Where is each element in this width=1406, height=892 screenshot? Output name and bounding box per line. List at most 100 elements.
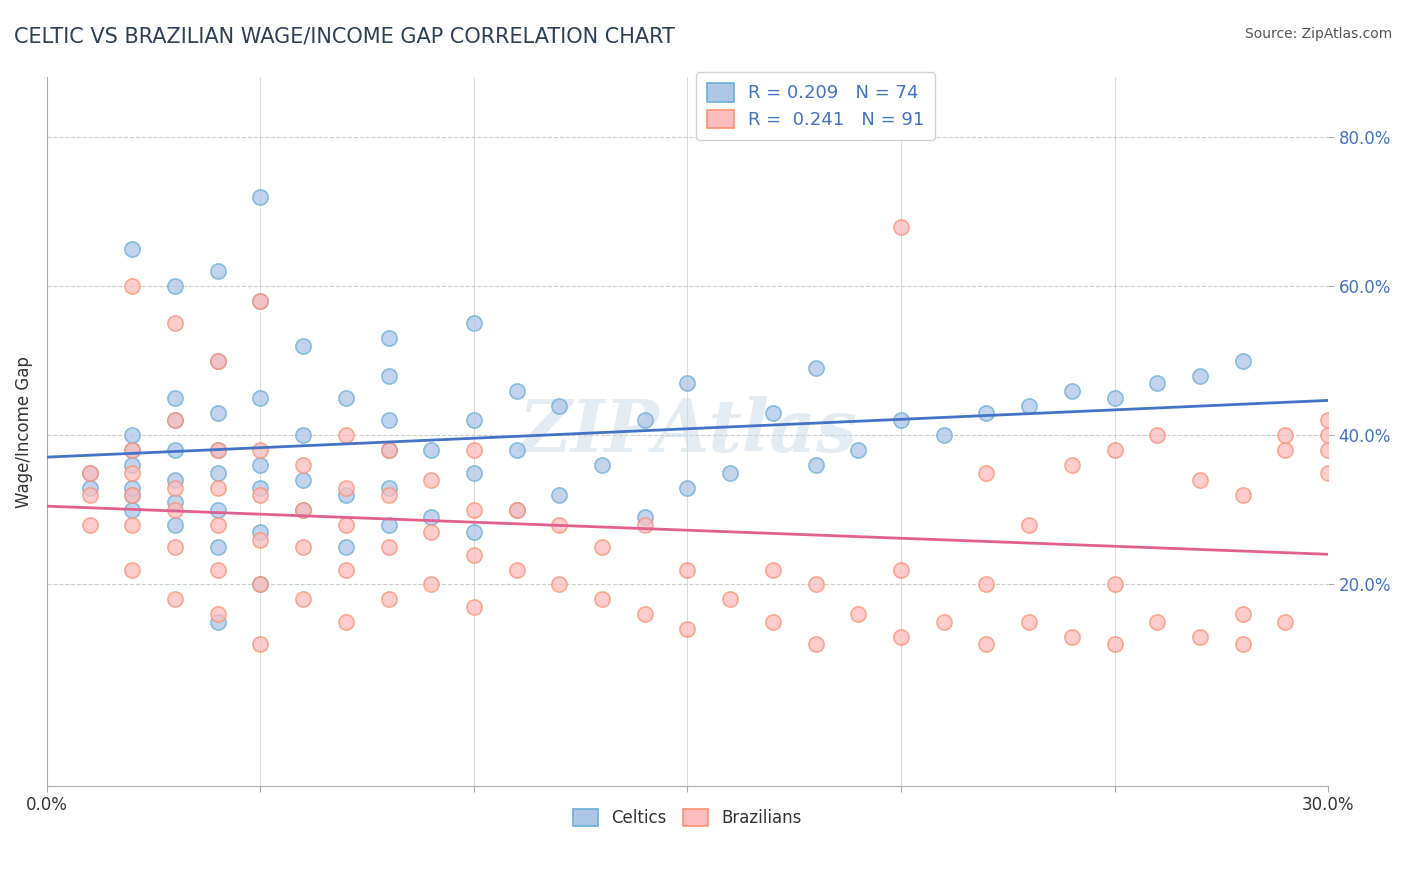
Point — [207, 264, 229, 278]
Point — [548, 488, 571, 502]
Point — [249, 443, 271, 458]
Point — [377, 443, 399, 458]
Point — [634, 510, 657, 524]
Text: ZIPAtlas: ZIPAtlas — [519, 396, 856, 467]
Text: Source: ZipAtlas.com: Source: ZipAtlas.com — [1244, 27, 1392, 41]
Point — [79, 466, 101, 480]
Point — [463, 599, 485, 614]
Point — [976, 466, 998, 480]
Point — [676, 376, 699, 391]
Point — [1146, 376, 1168, 391]
Point — [1104, 391, 1126, 405]
Point — [207, 503, 229, 517]
Point — [377, 331, 399, 345]
Point — [335, 488, 357, 502]
Point — [1104, 577, 1126, 591]
Point — [762, 615, 785, 629]
Point — [207, 607, 229, 622]
Point — [548, 399, 571, 413]
Point — [207, 563, 229, 577]
Y-axis label: Wage/Income Gap: Wage/Income Gap — [15, 356, 32, 508]
Point — [804, 361, 827, 376]
Point — [377, 517, 399, 532]
Point — [591, 540, 613, 554]
Point — [1317, 413, 1340, 427]
Point — [335, 481, 357, 495]
Point — [121, 488, 143, 502]
Point — [1274, 615, 1296, 629]
Point — [634, 413, 657, 427]
Point — [634, 607, 657, 622]
Point — [207, 406, 229, 420]
Point — [1104, 637, 1126, 651]
Legend: Celtics, Brazilians: Celtics, Brazilians — [567, 803, 808, 834]
Point — [249, 488, 271, 502]
Point — [505, 443, 527, 458]
Point — [121, 563, 143, 577]
Point — [121, 443, 143, 458]
Point — [207, 443, 229, 458]
Point — [890, 219, 912, 234]
Point — [249, 391, 271, 405]
Point — [249, 637, 271, 651]
Point — [292, 592, 315, 607]
Point — [79, 481, 101, 495]
Point — [249, 577, 271, 591]
Point — [377, 368, 399, 383]
Point — [676, 563, 699, 577]
Point — [207, 540, 229, 554]
Point — [377, 540, 399, 554]
Point — [335, 563, 357, 577]
Point — [163, 473, 186, 487]
Point — [1188, 630, 1211, 644]
Point — [163, 279, 186, 293]
Point — [932, 615, 955, 629]
Point — [846, 607, 869, 622]
Point — [463, 466, 485, 480]
Point — [335, 391, 357, 405]
Point — [249, 525, 271, 540]
Point — [249, 533, 271, 547]
Point — [463, 413, 485, 427]
Point — [249, 190, 271, 204]
Point — [377, 592, 399, 607]
Point — [292, 503, 315, 517]
Point — [377, 443, 399, 458]
Point — [292, 339, 315, 353]
Point — [591, 458, 613, 472]
Point — [207, 353, 229, 368]
Point — [292, 503, 315, 517]
Point — [1146, 428, 1168, 442]
Point — [1232, 488, 1254, 502]
Point — [932, 428, 955, 442]
Point — [207, 517, 229, 532]
Point — [505, 503, 527, 517]
Point — [762, 406, 785, 420]
Point — [163, 317, 186, 331]
Point — [249, 577, 271, 591]
Point — [890, 563, 912, 577]
Point — [676, 481, 699, 495]
Point — [976, 406, 998, 420]
Point — [207, 443, 229, 458]
Point — [292, 473, 315, 487]
Point — [1018, 615, 1040, 629]
Point — [420, 525, 443, 540]
Point — [377, 413, 399, 427]
Point — [121, 279, 143, 293]
Point — [420, 577, 443, 591]
Point — [163, 517, 186, 532]
Point — [249, 294, 271, 309]
Point — [121, 517, 143, 532]
Point — [121, 242, 143, 256]
Point — [377, 488, 399, 502]
Point — [804, 458, 827, 472]
Point — [1146, 615, 1168, 629]
Point — [1018, 399, 1040, 413]
Point — [548, 517, 571, 532]
Point — [505, 563, 527, 577]
Point — [1232, 607, 1254, 622]
Point — [548, 577, 571, 591]
Point — [1274, 428, 1296, 442]
Point — [163, 413, 186, 427]
